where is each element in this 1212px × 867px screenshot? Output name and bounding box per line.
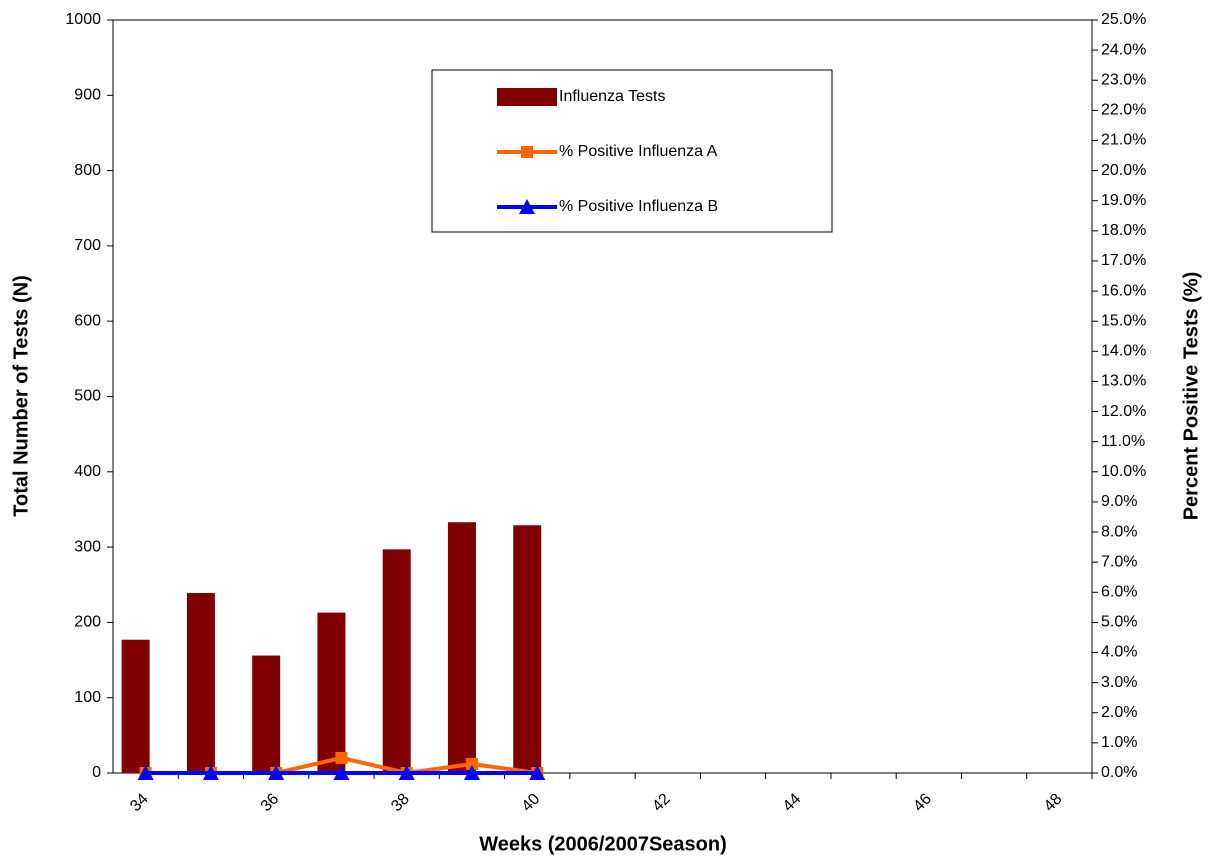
y2-tick-label: 8.0% [1101, 523, 1137, 540]
bar [317, 612, 346, 773]
y2-tick-label: 24.0% [1101, 41, 1146, 58]
legend-swatch [497, 88, 557, 106]
y2-tick-label: 5.0% [1101, 614, 1137, 631]
y2-tick-label: 19.0% [1101, 192, 1146, 209]
y2-tick-label: 21.0% [1101, 132, 1146, 149]
bar [513, 525, 542, 773]
x-tick-label: 48 [1041, 790, 1066, 815]
y-tick-label: 300 [74, 538, 101, 555]
point-marker [463, 765, 480, 780]
x-tick-label: 40 [519, 790, 544, 815]
y2-tick-label: 14.0% [1101, 343, 1146, 360]
y2-tick-label: 1.0% [1101, 734, 1137, 751]
y2-tick-label: 15.0% [1101, 312, 1146, 329]
y2-tick-label: 11.0% [1101, 433, 1145, 450]
y-tick-label: 700 [74, 237, 101, 254]
y2-tick-label: 12.0% [1101, 403, 1146, 420]
y2-tick-label: 17.0% [1101, 252, 1146, 269]
point-marker [335, 751, 348, 764]
legend-marker [519, 199, 535, 214]
y-tick-label: 100 [74, 689, 101, 706]
point-marker [529, 765, 546, 780]
y2-tick-label: 18.0% [1101, 222, 1146, 239]
legend-marker [521, 146, 533, 158]
y2-axis-title: Percent Positive Tests (%) [1180, 272, 1202, 521]
y2-tick-label: 23.0% [1101, 71, 1146, 88]
y2-tick-label: 6.0% [1101, 583, 1137, 600]
point-marker [398, 765, 415, 780]
point-marker [333, 765, 350, 780]
y2-tick-label: 9.0% [1101, 493, 1137, 510]
x-tick-label: 36 [258, 790, 283, 815]
y2-tick-label: 7.0% [1101, 553, 1137, 570]
y2-tick-label: 10.0% [1101, 463, 1146, 480]
legend-label: Influenza Tests [559, 88, 665, 105]
bar [252, 655, 281, 773]
y2-tick-label: 25.0% [1101, 11, 1146, 28]
point-marker [137, 765, 154, 780]
x-tick-label: 42 [649, 790, 674, 815]
y-axis-title: Total Number of Tests (N) [10, 275, 32, 516]
bar [447, 522, 476, 773]
y2-tick-label: 13.0% [1101, 373, 1146, 390]
y-tick-label: 0 [92, 764, 101, 781]
y-tick-label: 500 [74, 388, 101, 405]
x-tick-label: 34 [127, 790, 152, 815]
point-marker [202, 765, 219, 780]
y-tick-label: 900 [74, 87, 101, 104]
y2-tick-label: 4.0% [1101, 644, 1137, 661]
legend-label: % Positive Influenza B [559, 198, 718, 215]
x-tick-label: 38 [388, 790, 413, 815]
y-tick-label: 1000 [65, 11, 101, 28]
y-tick-label: 800 [74, 162, 101, 179]
y2-tick-label: 2.0% [1101, 704, 1137, 721]
bar [121, 639, 150, 773]
point-marker [465, 757, 478, 770]
bar [382, 549, 411, 773]
y2-tick-label: 22.0% [1101, 102, 1146, 119]
bar [186, 593, 215, 773]
x-tick-label: 46 [910, 790, 935, 815]
y2-tick-label: 16.0% [1101, 282, 1146, 299]
point-marker [268, 765, 285, 780]
x-tick-label: 44 [780, 790, 805, 815]
y2-tick-label: 20.0% [1101, 162, 1146, 179]
y2-tick-label: 0.0% [1101, 764, 1137, 781]
y2-tick-label: 3.0% [1101, 674, 1137, 691]
y-tick-label: 400 [74, 463, 101, 480]
x-axis-title: Weeks (2006/2007Season) [479, 833, 727, 855]
legend-label: % Positive Influenza A [559, 143, 718, 160]
y-tick-label: 600 [74, 312, 101, 329]
y-tick-label: 200 [74, 614, 101, 631]
